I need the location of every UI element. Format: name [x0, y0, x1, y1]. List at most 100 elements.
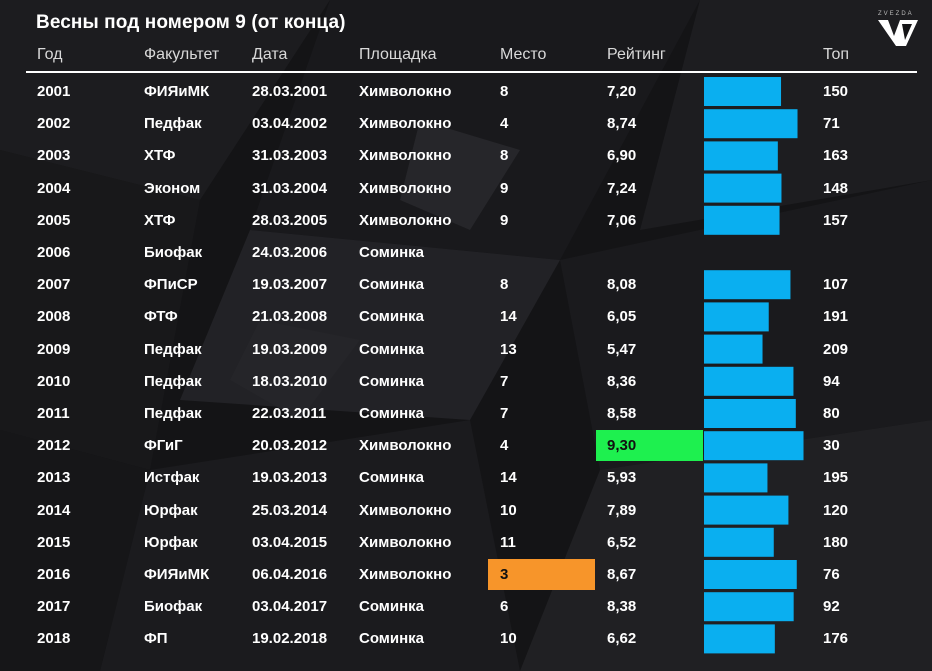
- cell-rating: 7,89: [607, 501, 637, 519]
- logo-text: ZVEZDA: [878, 11, 914, 17]
- cell-date: 03.04.2017: [252, 598, 328, 616]
- rating-bar: [704, 109, 798, 139]
- cell-place: 14: [500, 469, 517, 487]
- cell-faculty: ХТФ: [144, 147, 176, 165]
- cell-top: 176: [823, 630, 849, 648]
- cell-place: 4: [500, 115, 509, 133]
- cell-place: 10: [500, 630, 517, 648]
- cell-date: 18.03.2010: [252, 372, 328, 390]
- cell-place: 8: [500, 83, 509, 100]
- cell-top: 76: [823, 566, 840, 583]
- cell-faculty: Педфак: [144, 405, 202, 422]
- rating-bar: [704, 77, 782, 106]
- cell-top: 80: [823, 405, 840, 422]
- cell-year: 2010: [37, 372, 71, 390]
- cell-faculty: ФИЯиМК: [144, 566, 210, 583]
- cell-rating: 8,08: [607, 276, 637, 294]
- cell-place: 10: [500, 501, 517, 519]
- cell-faculty: Юрфак: [144, 533, 198, 551]
- cell-place: 6: [500, 598, 509, 616]
- cell-faculty: ФПиСР: [144, 276, 198, 294]
- cell-faculty: Истфак: [144, 469, 200, 487]
- cell-venue: Соминка: [359, 276, 425, 294]
- rating-bar: [704, 173, 782, 203]
- rating-bar: [704, 270, 791, 300]
- cell-place: 9: [500, 179, 509, 197]
- rating-bar: [704, 302, 769, 332]
- cell-faculty: Эконом: [144, 179, 201, 197]
- cell-rating: 7,24: [607, 179, 637, 197]
- cell-year: 2002: [37, 115, 71, 133]
- page-title: Весны под номером 9 (от конца): [36, 12, 346, 33]
- cell-venue: Химволокно: [359, 566, 452, 583]
- cell-rating: 6,52: [607, 533, 637, 551]
- cell-rating: 8,74: [607, 115, 637, 133]
- cell-date: 25.03.2014: [252, 501, 328, 519]
- header-venue: Площадка: [359, 46, 437, 63]
- cell-rating: 8,36: [607, 372, 637, 390]
- rating-bar: [704, 205, 780, 235]
- cell-place: 14: [500, 308, 517, 326]
- cell-top: 148: [823, 179, 849, 197]
- rating-bar: [704, 624, 775, 654]
- cell-faculty: Педфак: [144, 340, 202, 358]
- cell-year: 2015: [37, 533, 71, 551]
- cell-top: 92: [823, 598, 840, 616]
- cell-top: 157: [823, 211, 849, 229]
- cell-venue: Химволокно: [359, 211, 452, 229]
- cell-top: 163: [823, 147, 849, 165]
- cell-faculty: Биофак: [144, 244, 203, 261]
- rating-bar: [704, 592, 794, 622]
- cell-rating: 8,67: [607, 566, 637, 583]
- cell-date: 19.03.2013: [252, 469, 328, 487]
- cell-venue: Соминка: [359, 469, 425, 487]
- cell-year: 2018: [37, 630, 71, 648]
- cell-rating: 6,90: [607, 147, 637, 165]
- cell-top: 71: [823, 115, 840, 133]
- cell-place: 3: [500, 566, 509, 583]
- cell-top: 191: [823, 308, 849, 326]
- cell-year: 2001: [37, 83, 71, 100]
- cell-venue: Химволокно: [359, 501, 452, 519]
- cell-faculty: ФГиГ: [144, 437, 183, 455]
- cell-top: 94: [823, 372, 840, 390]
- cell-date: 31.03.2004: [252, 179, 328, 197]
- cell-rating: 6,62: [607, 630, 637, 648]
- cell-venue: Химволокно: [359, 179, 452, 197]
- cell-rating: 7,06: [607, 211, 637, 229]
- cell-top: 107: [823, 276, 849, 294]
- best-place-highlight: [488, 559, 595, 590]
- cell-year: 2008: [37, 308, 71, 326]
- rating-bar: [704, 495, 789, 525]
- cell-venue: Химволокно: [359, 83, 452, 100]
- cell-top: 120: [823, 501, 849, 519]
- cell-place: 11: [500, 533, 516, 551]
- cell-date: 24.03.2006: [252, 244, 328, 261]
- cell-year: 2011: [37, 405, 70, 422]
- cell-place: 8: [500, 147, 509, 165]
- header-date: Дата: [252, 46, 288, 63]
- cell-venue: Соминка: [359, 308, 425, 326]
- cell-date: 19.03.2009: [252, 340, 328, 358]
- cell-faculty: Биофак: [144, 598, 203, 616]
- cell-date: 28.03.2005: [252, 211, 328, 229]
- cell-date: 20.03.2012: [252, 437, 328, 455]
- rating-bar: [704, 334, 763, 364]
- cell-rating: 7,20: [607, 83, 637, 100]
- cell-venue: Соминка: [359, 340, 425, 358]
- cell-date: 03.04.2015: [252, 533, 328, 551]
- cell-date: 28.03.2001: [252, 83, 328, 100]
- cell-place: 13: [500, 340, 517, 358]
- cell-faculty: ФТФ: [144, 308, 178, 326]
- cell-year: 2007: [37, 276, 71, 294]
- cell-date: 06.04.2016: [252, 566, 328, 583]
- cell-date: 22.03.2011: [252, 405, 327, 422]
- cell-year: 2017: [37, 598, 71, 616]
- cell-place: 8: [500, 276, 509, 294]
- cell-place: 4: [500, 437, 509, 455]
- cell-place: 9: [500, 211, 509, 229]
- cell-year: 2014: [37, 501, 71, 519]
- rating-bar: [704, 527, 774, 557]
- cell-venue: Химволокно: [359, 147, 452, 165]
- rating-bar: [704, 463, 768, 493]
